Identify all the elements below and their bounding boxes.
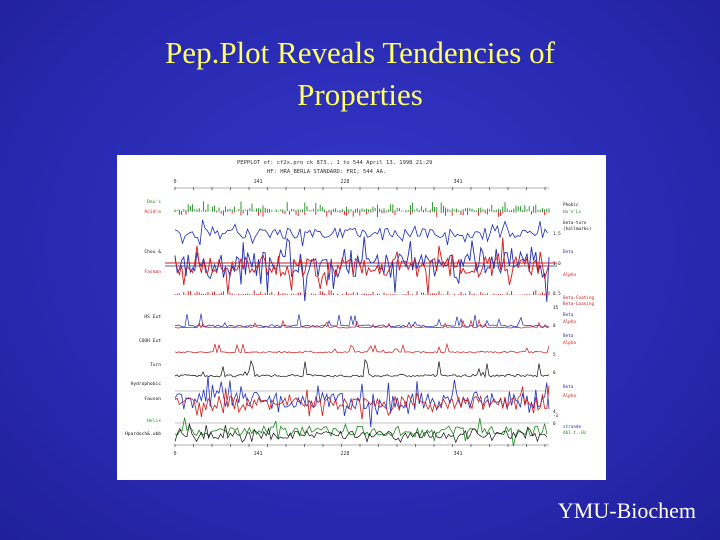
right-band-label: Beta: [563, 333, 574, 339]
right-band-label: 4: [553, 409, 556, 415]
right-band-label: 1.5: [553, 231, 561, 237]
right-band-label: beta-turn: [563, 220, 587, 226]
right-band-label: Alpha: [563, 340, 576, 346]
right-band-label: 0.5: [553, 291, 561, 297]
right-band-label: Beta-Coating: [563, 295, 594, 301]
footer-credit: YMU-Biochem: [557, 498, 696, 523]
left-band-label: Deu's: [147, 199, 161, 205]
top-tick-label: 228: [340, 179, 349, 185]
top-tick-label: 341: [453, 179, 462, 185]
right-band-label: Alpha: [563, 319, 576, 325]
top-tick-label: 0: [173, 179, 176, 185]
left-labels: Deu's Acid'e Chou & Fasman HS Ext COOH Ext Tur…: [125, 199, 161, 437]
right-band-label: Hu'n'Ls: [563, 209, 582, 215]
bottom-tick-label: 228: [340, 451, 349, 457]
turn-trace: [174, 358, 550, 379]
right-band-label: 1.0: [553, 261, 561, 267]
hydrophobic-alpha-trace: [174, 385, 550, 420]
hs-ext-alpha-trace: [174, 318, 550, 329]
trace-group: [174, 201, 550, 447]
bottom-tick-label: 341: [453, 451, 462, 457]
right-band-label: Beta-Loaning: [563, 301, 594, 307]
right-band-label: Alpha: [563, 393, 576, 399]
chou-fasman-beta-trace: [174, 236, 550, 303]
slide-title-line-1: Pep.Plot Reveals Tendencies of: [165, 35, 555, 70]
right-band-label: Abl.t..Hc: [563, 430, 587, 436]
right-band-label: strande: [563, 424, 582, 430]
pepplot-figure: PEPPLOT of: cf2x.pro ck 873., 1 to 544 A…: [117, 155, 606, 480]
helix-black-trace: [174, 423, 548, 444]
right-band-label: 0: [553, 421, 556, 427]
right-band-label: (hallmarks): [563, 226, 591, 232]
right-band-label: 15: [553, 305, 559, 311]
phobic-trace: [174, 219, 548, 247]
top-tick-label: 141: [253, 179, 262, 185]
right-band-label: -1: [553, 413, 559, 419]
top-axis: 0 141 228 341: [173, 179, 546, 190]
hs-ext-trace: [174, 313, 550, 328]
slide-title: Pep.Plot Reveals Tendencies of Propertie…: [0, 32, 720, 116]
left-band-label: Helix: [147, 418, 161, 424]
right-band-label: Phobic: [563, 202, 579, 208]
right-band-label: Beta: [563, 249, 574, 255]
left-band-label: HS Ext: [144, 314, 161, 320]
right-band-label: Alpha: [563, 272, 576, 278]
left-band-label: Acid'e: [144, 209, 161, 215]
right-band-label: Beta: [563, 384, 574, 390]
left-band-label: Fasman: [144, 269, 161, 275]
figure-header-1: PEPPLOT of: cf2x.pro ck 873., 1 to 544 A…: [237, 160, 432, 166]
bottom-axis: 0 141 228 341: [173, 444, 546, 457]
cooh-ext-trace: [174, 342, 550, 354]
right-band-label: 0: [553, 323, 556, 329]
pepplot-canvas: PEPPLOT of: cf2x.pro ck 873., 1 to 544 A…: [125, 160, 594, 457]
left-band-label: Hpardoch&.ubb: [125, 431, 161, 437]
right-band-label: Beta: [563, 312, 574, 318]
slide-title-line-2: Properties: [297, 77, 423, 112]
figure-header-2: HF: HRA_BERLA STANDARD: FRI; 544 AA.: [267, 169, 386, 175]
chou-fasman-alpha-trace: [174, 237, 550, 295]
left-band-label: Fauson: [144, 396, 161, 402]
left-band-label: Chou &: [144, 249, 161, 255]
right-band-label: 0: [553, 370, 556, 376]
left-band-label: COOH Ext: [139, 338, 161, 344]
right-band-label: 5: [553, 352, 556, 358]
helix-green-trace: [174, 417, 548, 447]
bottom-tick-label: 0: [173, 451, 176, 457]
left-band-label: Hydrophobic: [131, 381, 162, 387]
left-band-label: Turn: [150, 362, 161, 368]
bottom-tick-label: 141: [253, 451, 262, 457]
hydrophobic-beta-trace: [174, 375, 550, 428]
